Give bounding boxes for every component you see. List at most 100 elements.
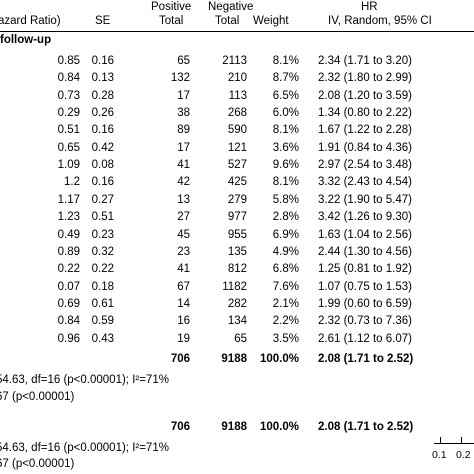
row-weight: 4.9% — [272, 246, 299, 258]
row-weight: 6.9% — [272, 229, 299, 241]
row-negative: 210 — [227, 72, 247, 84]
header-rule — [0, 31, 474, 32]
row-se: 0.22 — [91, 263, 114, 275]
row-hr-ci: 1.91 (0.84 to 4.36) — [318, 142, 412, 154]
row-negative: 2113 — [222, 55, 247, 67]
heterogeneity-text-2: 54.63, df=16 (p<0.00001); I²=71% — [0, 442, 169, 454]
row-weight: 3.6% — [272, 142, 299, 154]
row-weight: 8.1% — [272, 124, 299, 136]
row-weight: 8.7% — [272, 72, 299, 84]
header-positive-line2: Total — [159, 15, 184, 27]
row-hr-ci: 1.25 (0.81 to 1.92) — [318, 263, 412, 275]
heterogeneity-text-1: 54.63, df=16 (p<0.00001); I²=71% — [0, 374, 169, 386]
row-weight: 2.2% — [272, 315, 299, 327]
row-hr-ci: 2.34 (1.71 to 3.20) — [318, 55, 412, 67]
row-negative: 268 — [227, 107, 247, 119]
row-se: 0.51 — [91, 211, 114, 223]
row-hazard-ratio: 0.96 — [57, 333, 80, 345]
row-negative: 135 — [227, 246, 247, 258]
row-hr-ci: 3.22 (1.90 to 5.47) — [318, 194, 412, 206]
row-positive: 14 — [177, 298, 190, 310]
forest-axis-line — [434, 443, 474, 444]
row-se: 0.28 — [91, 90, 114, 102]
row-hazard-ratio: 0.84 — [57, 315, 80, 327]
row-se: 0.26 — [91, 107, 114, 119]
row-se: 0.59 — [91, 315, 114, 327]
row-negative: 1182 — [222, 281, 247, 293]
row-weight: 5.8% — [272, 194, 299, 206]
row-se: 0.13 — [91, 72, 114, 84]
row-positive: 19 — [177, 333, 190, 345]
row-hazard-ratio: 0.07 — [57, 281, 80, 293]
row-positive: 17 — [177, 142, 190, 154]
row-positive: 38 — [177, 107, 190, 119]
row-hazard-ratio: 0.85 — [57, 55, 80, 67]
header-negative-line1: Negative — [208, 1, 254, 13]
row-weight: 3.5% — [272, 333, 299, 345]
subtotal-weight: 100.0% — [259, 353, 299, 365]
row-weight: 7.6% — [272, 281, 299, 293]
row-weight: 8.1% — [272, 176, 299, 188]
row-negative: 134 — [227, 315, 247, 327]
row-negative: 282 — [227, 298, 247, 310]
total-positive: 706 — [170, 421, 190, 433]
row-hr-ci: 1.34 (0.80 to 2.22) — [318, 107, 412, 119]
row-negative: 977 — [227, 211, 247, 223]
row-positive: 16 — [177, 315, 190, 327]
row-hazard-ratio: 0.49 — [57, 229, 80, 241]
total-negative: 9188 — [221, 421, 247, 433]
row-positive: 17 — [177, 90, 190, 102]
row-hr-ci: 2.61 (1.12 to 6.07) — [318, 333, 412, 345]
row-positive: 45 — [177, 229, 190, 241]
row-se: 0.08 — [91, 159, 114, 171]
row-se: 0.43 — [91, 333, 114, 345]
row-hr-ci: 2.44 (1.30 to 4.56) — [318, 246, 412, 258]
forest-axis-tick-label-2: 0.2 — [456, 449, 471, 461]
header-se: SE — [95, 15, 111, 27]
row-hazard-ratio: 1.17 — [57, 194, 80, 206]
forest-axis-tick-1 — [440, 437, 441, 443]
row-se: 0.23 — [91, 229, 114, 241]
overall-effect-text-2: 67 (p<0.00001) — [0, 458, 75, 470]
subtotal-negative: 9188 — [221, 353, 247, 365]
total-weight: 100.0% — [259, 421, 299, 433]
row-positive: 42 — [177, 176, 190, 188]
row-hazard-ratio: 0.89 — [57, 246, 80, 258]
row-positive: 41 — [177, 263, 190, 275]
row-positive: 89 — [177, 124, 190, 136]
row-negative: 527 — [227, 159, 247, 171]
row-hazard-ratio: 0.69 — [57, 298, 80, 310]
subtotal-hr: 2.08 (1.71 to 2.52) — [318, 353, 414, 365]
row-se: 0.18 — [91, 281, 114, 293]
row-weight: 2.1% — [272, 298, 299, 310]
row-positive: 67 — [177, 281, 190, 293]
row-hr-ci: 1.07 (0.75 to 1.53) — [318, 281, 412, 293]
row-hazard-ratio: 1.2 — [64, 176, 80, 188]
forest-axis-tick-2 — [461, 437, 462, 443]
row-negative: 955 — [227, 229, 247, 241]
row-positive: 41 — [177, 159, 190, 171]
row-negative: 590 — [227, 124, 247, 136]
row-hazard-ratio: 0.29 — [57, 107, 80, 119]
header-hr-line2: IV, Random, 95% CI — [328, 15, 432, 27]
row-hr-ci: 2.32 (1.80 to 2.99) — [318, 72, 412, 84]
row-positive: 65 — [177, 55, 190, 67]
row-hr-ci: 1.67 (1.22 to 2.28) — [318, 124, 412, 136]
row-negative: 812 — [227, 263, 247, 275]
header-positive-line1: Positive — [151, 1, 192, 13]
row-se: 0.61 — [91, 298, 114, 310]
row-positive: 23 — [177, 246, 190, 258]
row-hazard-ratio: 0.73 — [57, 90, 80, 102]
row-positive: 13 — [177, 194, 190, 206]
header-negative-line2: Total — [215, 15, 240, 27]
row-hazard-ratio: 0.84 — [57, 72, 80, 84]
row-hr-ci: 3.32 (2.43 to 4.54) — [318, 176, 412, 188]
row-negative: 425 — [227, 176, 247, 188]
row-hr-ci: 1.99 (0.60 to 6.59) — [318, 298, 412, 310]
row-negative: 113 — [228, 90, 247, 102]
row-se: 0.32 — [91, 246, 114, 258]
row-hazard-ratio: 1.09 — [57, 159, 80, 171]
row-negative: 121 — [227, 142, 247, 154]
row-positive: 27 — [177, 211, 190, 223]
